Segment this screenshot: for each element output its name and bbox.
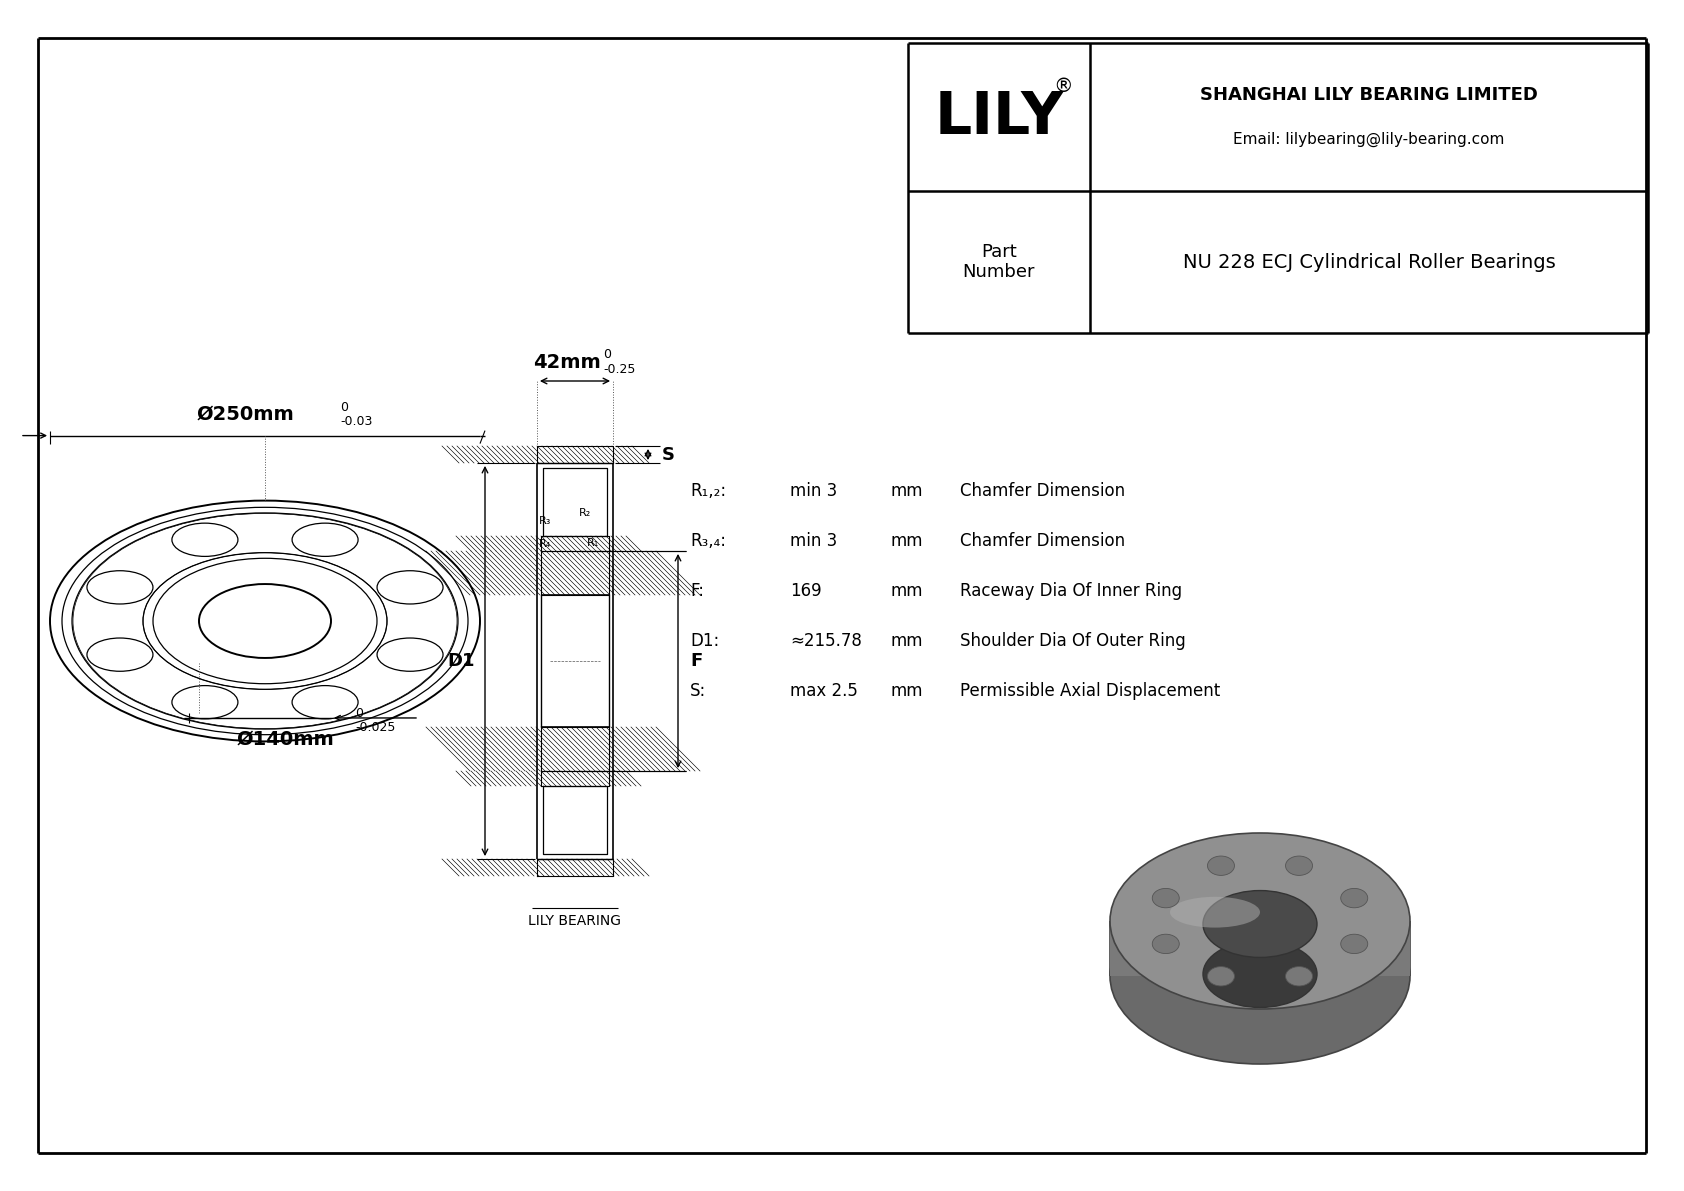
Text: R₁: R₁	[588, 538, 600, 548]
Text: -0.025: -0.025	[355, 721, 396, 734]
Text: Ø250mm: Ø250mm	[195, 405, 295, 424]
Text: Chamfer Dimension: Chamfer Dimension	[960, 532, 1125, 550]
Text: min 3: min 3	[790, 532, 837, 550]
Bar	[541, 536, 610, 551]
Text: mm: mm	[891, 532, 923, 550]
Polygon shape	[1110, 921, 1410, 975]
Ellipse shape	[1202, 941, 1317, 1008]
Bar	[541, 771, 610, 786]
Text: Part
Number: Part Number	[963, 243, 1036, 281]
Text: mm: mm	[891, 632, 923, 650]
Text: S:: S:	[690, 682, 706, 700]
Text: R₃: R₃	[539, 516, 551, 526]
Text: mm: mm	[891, 682, 923, 700]
Ellipse shape	[1207, 967, 1234, 986]
Text: Chamfer Dimension: Chamfer Dimension	[960, 482, 1125, 500]
Ellipse shape	[1340, 934, 1367, 954]
Text: 0: 0	[603, 348, 611, 361]
Text: Raceway Dia Of Inner Ring: Raceway Dia Of Inner Ring	[960, 582, 1182, 600]
Text: min 3: min 3	[790, 482, 837, 500]
Bar	[541, 727, 610, 771]
Text: D1: D1	[448, 651, 475, 671]
Text: R₁,₂:: R₁,₂:	[690, 482, 726, 500]
Text: ≈215.78: ≈215.78	[790, 632, 862, 650]
Text: mm: mm	[891, 582, 923, 600]
Ellipse shape	[1110, 833, 1410, 1009]
Text: ®: ®	[1052, 77, 1073, 96]
Ellipse shape	[1202, 891, 1317, 958]
Text: D1:: D1:	[690, 632, 719, 650]
Text: 0: 0	[340, 400, 349, 413]
Text: F:: F:	[690, 582, 704, 600]
Bar	[541, 551, 610, 596]
Text: NU 228 ECJ Cylindrical Roller Bearings: NU 228 ECJ Cylindrical Roller Bearings	[1182, 252, 1556, 272]
Ellipse shape	[1285, 856, 1312, 875]
Ellipse shape	[1340, 888, 1367, 908]
Text: 0: 0	[355, 707, 364, 721]
Text: Permissible Axial Displacement: Permissible Axial Displacement	[960, 682, 1221, 700]
Bar	[537, 859, 613, 877]
Text: Email: lilybearing@lily-bearing.com: Email: lilybearing@lily-bearing.com	[1233, 131, 1505, 146]
Text: SHANGHAI LILY BEARING LIMITED: SHANGHAI LILY BEARING LIMITED	[1201, 86, 1537, 104]
Text: LILY: LILY	[935, 88, 1064, 145]
Ellipse shape	[1152, 888, 1179, 908]
Bar	[537, 445, 613, 463]
Ellipse shape	[1152, 934, 1179, 954]
Ellipse shape	[1207, 856, 1234, 875]
Ellipse shape	[1170, 897, 1260, 928]
Ellipse shape	[1285, 967, 1312, 986]
Text: R₃,₄:: R₃,₄:	[690, 532, 726, 550]
Ellipse shape	[1110, 888, 1410, 1064]
Text: 42mm: 42mm	[534, 353, 601, 372]
Text: R₂: R₂	[579, 509, 591, 518]
Text: R₄: R₄	[539, 540, 551, 549]
Text: mm: mm	[891, 482, 923, 500]
Text: max 2.5: max 2.5	[790, 682, 857, 700]
Text: -0.03: -0.03	[340, 414, 372, 428]
Text: -0.25: -0.25	[603, 363, 635, 376]
Text: S: S	[662, 445, 675, 463]
Text: Ø140mm: Ø140mm	[236, 730, 333, 749]
Text: F: F	[690, 651, 702, 671]
Text: LILY BEARING: LILY BEARING	[529, 913, 621, 928]
Text: Shoulder Dia Of Outer Ring: Shoulder Dia Of Outer Ring	[960, 632, 1186, 650]
Text: 169: 169	[790, 582, 822, 600]
